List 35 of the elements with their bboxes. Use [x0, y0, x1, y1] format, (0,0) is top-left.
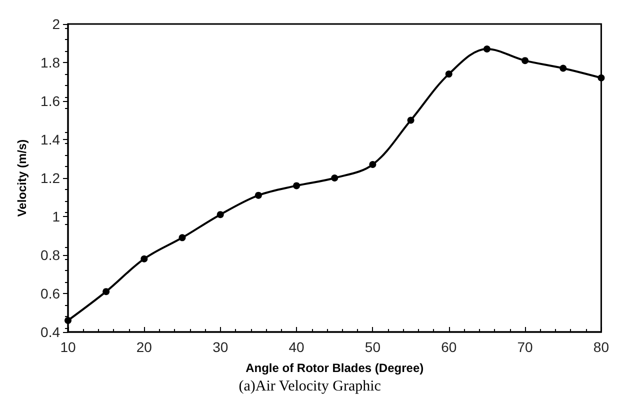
point	[102, 288, 110, 296]
point	[522, 57, 529, 64]
y-tick-label: 1.6	[40, 93, 60, 109]
point	[560, 64, 567, 72]
x-tick-label: 20	[136, 339, 152, 355]
x-tick-label: 70	[517, 339, 534, 355]
point	[140, 255, 148, 262]
x-tick-label: 80	[593, 339, 610, 355]
point	[483, 46, 490, 53]
x-tick-label: 10	[60, 339, 76, 355]
x-tick-label: 40	[288, 339, 305, 355]
y-tick-label: 0.6	[40, 286, 60, 302]
point	[293, 182, 300, 190]
point	[331, 174, 338, 182]
y-axis-title: Velocity (m/s)	[15, 139, 29, 217]
y-tick-label: 0.8	[40, 247, 60, 263]
point	[369, 161, 376, 168]
x-tick-label: 60	[441, 339, 457, 355]
x-tick-label: 30	[212, 339, 228, 355]
text: (a)Air Velocity Graphic	[238, 378, 382, 394]
point	[178, 234, 186, 242]
point	[216, 211, 224, 218]
point	[445, 70, 452, 78]
y-tick-label: 0.4	[40, 324, 60, 340]
y-tick-label: 1.2	[40, 170, 60, 186]
point	[598, 74, 605, 82]
y-tick-label: 1.4	[40, 132, 60, 148]
y-tick-label: 1	[52, 208, 60, 224]
point	[254, 192, 262, 199]
x-tick-label: 50	[364, 339, 381, 355]
point	[407, 116, 414, 124]
y-tick-label: 2	[52, 16, 60, 32]
y-tick-label: 1.8	[40, 54, 60, 70]
x-axis-title: Angle of Rotor Blades (Degree)	[246, 361, 424, 375]
point	[64, 316, 72, 324]
